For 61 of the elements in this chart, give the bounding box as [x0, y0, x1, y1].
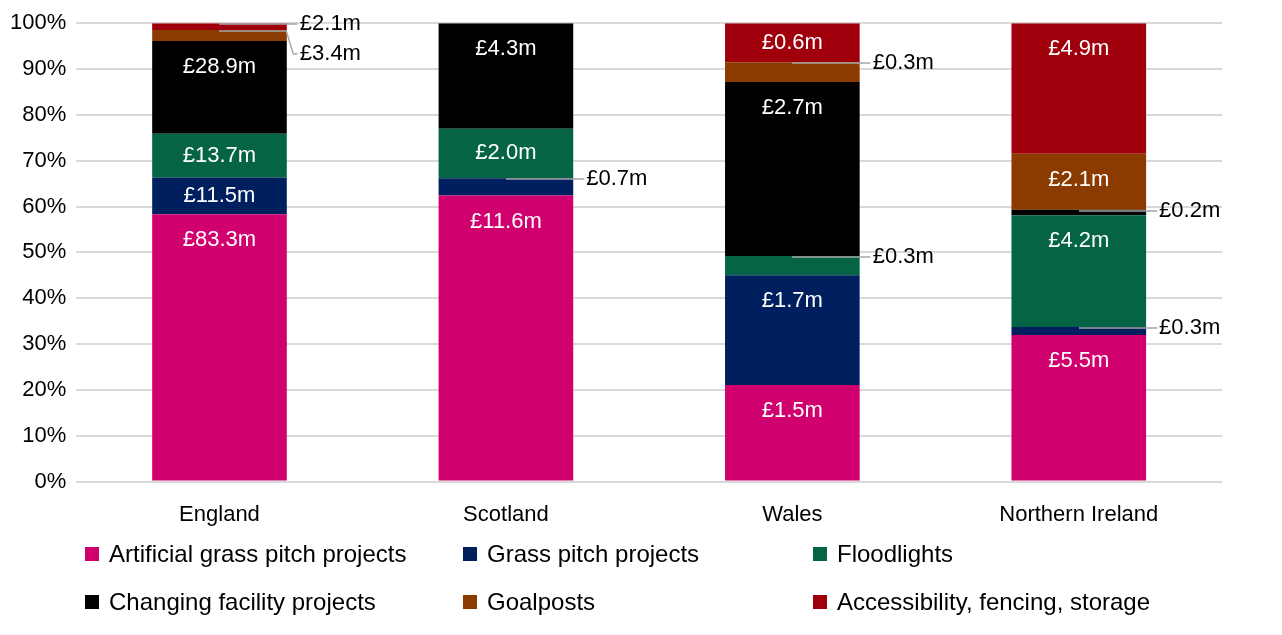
bar [1011, 153, 1147, 210]
bar [725, 275, 860, 385]
bar [438, 23, 574, 129]
bar [1011, 215, 1147, 328]
x-tick-label: England [179, 500, 260, 526]
y-tick-label: 0% [34, 467, 67, 493]
bar [152, 133, 287, 178]
annotation: £4.3m [475, 35, 537, 61]
annotation: £11.5m [183, 182, 256, 208]
annotation: £83.3m [182, 226, 257, 252]
annotation: £2.0m [475, 139, 537, 165]
annotation: £4.2m [1048, 227, 1110, 253]
annotation: £0.6m [761, 28, 823, 54]
annotation: £2.1m [299, 10, 361, 36]
y-tick-label: 80% [22, 100, 67, 126]
bar [152, 41, 287, 134]
legend-label: Goalposts [487, 588, 596, 616]
annotation: £0.3m [872, 49, 934, 75]
y-tick-label: 100% [9, 9, 67, 35]
annotation: £0.7m [586, 165, 648, 191]
bar [438, 178, 574, 196]
x-tick-label: Scotland [463, 500, 549, 526]
bar [152, 214, 287, 481]
annotation: £4.9m [1048, 35, 1110, 61]
annotation: £2.1m [1048, 165, 1110, 191]
legend-label: Artificial grass pitch projects [109, 540, 407, 568]
legend-label: Floodlights [837, 540, 954, 568]
x-tick-label: Northern Ireland [999, 500, 1159, 526]
annotation: £28.9m [182, 53, 257, 79]
y-tick-label: 90% [22, 55, 67, 81]
annotation: £5.5m [1048, 346, 1110, 372]
annotation: £1.7m [761, 287, 823, 313]
annotation: £2.7m [761, 93, 823, 119]
bar [725, 62, 860, 82]
bar [1011, 23, 1147, 154]
annotation: £0.3m [1159, 314, 1221, 340]
annotation: £1.5m [761, 396, 823, 422]
y-tick-label: 40% [22, 284, 67, 310]
bar [438, 195, 574, 481]
annotation: £0.2m [1159, 196, 1221, 222]
legend-label: Accessibility, fencing, storage [837, 588, 1151, 616]
bar [725, 384, 860, 481]
annotation: £3.4m [299, 40, 361, 66]
annotation: £11.6m [470, 207, 542, 233]
bar [725, 81, 860, 257]
annotation: £0.3m [872, 243, 934, 269]
y-tick-label: 50% [22, 238, 67, 264]
bar [725, 23, 860, 63]
bar [725, 256, 860, 276]
annotation: £13.7m [182, 141, 257, 167]
y-tick-label: 30% [22, 330, 67, 356]
bar [1011, 334, 1147, 481]
y-tick-label: 10% [22, 421, 67, 447]
y-tick-label: 60% [22, 192, 67, 218]
legend-label: Changing facility projects [109, 588, 376, 616]
y-tick-label: 20% [22, 375, 67, 401]
y-tick-label: 70% [22, 146, 67, 172]
x-tick-label: Wales [762, 500, 823, 526]
bar [152, 30, 287, 42]
legend-label: Grass pitch projects [487, 540, 700, 568]
bar [438, 128, 574, 179]
